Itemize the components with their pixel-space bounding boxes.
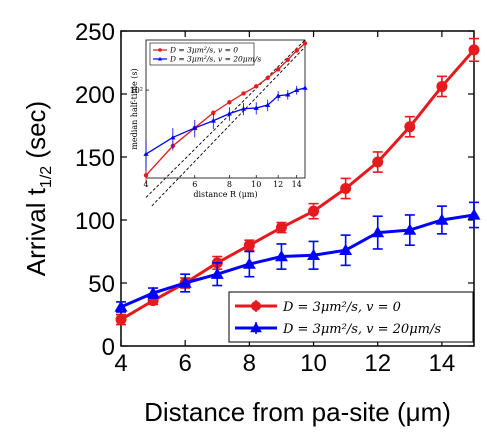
inset-plot: 4 6 8 10 12 14 10² distance R (μm) median half-t… <box>130 39 308 207</box>
data-point <box>467 208 481 220</box>
legend-box <box>228 291 474 343</box>
series-line <box>120 213 475 309</box>
data-point <box>340 183 352 194</box>
x-tick-label: 8 <box>243 350 256 377</box>
inset-data-point <box>241 91 246 96</box>
y-tick-label: 250 <box>75 19 115 46</box>
inset-x-axis-title: distance R (μm) <box>193 190 257 199</box>
inset-x-tick-label: 10 <box>251 180 261 189</box>
inset-x-tick-label: 6 <box>192 180 197 189</box>
legend-marker <box>251 301 261 311</box>
inset-x-tick-label: 14 <box>292 180 302 189</box>
data-point <box>436 80 448 92</box>
inset-data-point <box>302 41 308 46</box>
inset-legend-box <box>149 42 255 66</box>
data-point <box>275 222 287 234</box>
inset-data-point <box>285 92 291 97</box>
legend-marker <box>250 322 262 333</box>
y-axis-title-subscript: 1/2 <box>38 166 55 188</box>
data-point <box>115 314 127 326</box>
data-point <box>274 250 288 262</box>
inset-data-point <box>226 111 232 116</box>
data-point <box>243 239 255 251</box>
inset-data-point <box>275 93 281 98</box>
data-point <box>371 226 385 238</box>
data-point <box>114 300 128 312</box>
legend-label: D = 3μm²/s, v = 20μm/s <box>282 322 441 337</box>
inset-data-point <box>265 102 271 107</box>
inset-data-point <box>253 105 259 110</box>
inset-data-point <box>265 75 270 81</box>
inset-data-point <box>240 106 247 111</box>
data-point <box>307 248 321 260</box>
data-point <box>210 267 224 279</box>
y-tick-label: 0 <box>102 334 115 361</box>
inset-x-tick-label: 4 <box>143 180 148 189</box>
y-axis-title: Arrival t1/2 (sec) <box>21 101 55 276</box>
y-tick-label: 150 <box>75 145 115 172</box>
data-point <box>308 205 320 217</box>
inset-series-line <box>145 87 306 155</box>
y-tick-label: 100 <box>75 208 115 235</box>
inset-guide-line-2 <box>151 46 306 207</box>
inset-data-point <box>285 57 290 63</box>
inset-data-point <box>275 67 281 72</box>
inset-series-1 <box>143 83 308 171</box>
legend-label: D = 3μm²/s, v = 0 <box>282 300 401 315</box>
data-point <box>178 276 192 288</box>
inset-data-point <box>170 134 176 140</box>
inset-data-point <box>210 118 216 123</box>
inset-guide-line-1 <box>145 39 306 198</box>
x-tick-label: 10 <box>300 350 327 377</box>
data-point <box>403 223 417 235</box>
main-plot: 4 6 8 10 12 14 0 50 100 150 200 250 Distance from pa… <box>21 19 481 427</box>
inset-data-point <box>211 110 216 115</box>
inset-data-point <box>294 48 299 53</box>
inset-legend-marker <box>157 56 163 61</box>
inset-data-point <box>227 100 232 105</box>
x-axis-title: Distance from pa-site (μm) <box>144 397 451 427</box>
y-tick-label: 50 <box>88 271 115 298</box>
inset-data-point <box>143 173 149 178</box>
inset-legend: D = 3μm²/s, v = 0D = 3μm²/s, v = 20μm/s <box>149 42 261 66</box>
inset-data-point <box>192 125 198 130</box>
legend: D = 3μm²/s, v = 0 D = 3μm²/s, v = 20μm/s <box>228 291 474 343</box>
data-point <box>146 286 160 298</box>
data-point <box>372 156 384 168</box>
inset-y-axis-title: median half-time (s) <box>130 68 139 149</box>
inset-legend-label: D = 3μm²/s, v = 0 <box>169 46 238 55</box>
y-axis-title-unit: (sec) <box>21 101 51 166</box>
inset-data-point <box>254 84 259 89</box>
series-1 <box>114 201 481 313</box>
plot-frame <box>120 30 475 347</box>
inset-legend-label: D = 3μm²/s, v = 20μm/s <box>169 55 261 64</box>
x-tick-label: 4 <box>114 350 127 377</box>
x-tick-label: 6 <box>179 350 192 377</box>
inset-data-point <box>302 85 308 90</box>
x-tick-label: 12 <box>364 350 391 377</box>
data-point <box>339 243 353 255</box>
data-point <box>435 213 449 225</box>
inset-x-tick-label: 12 <box>273 180 283 189</box>
inset-data-point <box>294 87 300 92</box>
inset-legend-marker <box>158 48 162 52</box>
inset-data-point <box>143 151 149 156</box>
data-point <box>404 121 416 133</box>
x-tick-label: 14 <box>429 350 456 377</box>
inset-y-tick-label: 10² <box>130 86 143 95</box>
data-point <box>468 44 480 56</box>
y-tick-label: 200 <box>75 82 115 109</box>
inset-x-tick-label: 8 <box>227 180 232 189</box>
y-axis-title-main: Arrival t <box>21 187 51 276</box>
data-point <box>242 257 256 269</box>
